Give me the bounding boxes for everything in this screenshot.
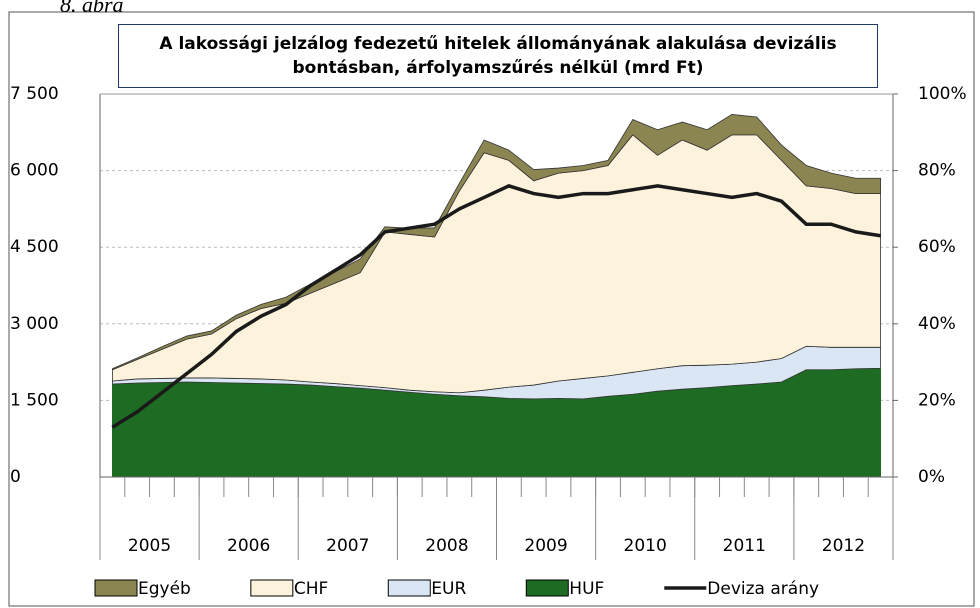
area	[111, 134, 882, 394]
legend-label: EUR	[431, 579, 466, 599]
frame	[8, 11, 975, 607]
x-tick-label: 2007	[326, 536, 369, 556]
y2-tick-label: 0%	[918, 467, 945, 487]
y2-tick-label: 100%	[918, 84, 967, 104]
line	[111, 184, 881, 429]
x-tick-label: 2012	[822, 536, 865, 556]
legend-label: HUF	[569, 579, 604, 599]
y2-tick-label: 80%	[918, 161, 956, 181]
y-tick-label: 6 000	[10, 161, 59, 181]
y2-tick-label: 40%	[918, 314, 956, 334]
legend-label: CHF	[294, 579, 328, 599]
y2-tick-label: 20%	[918, 390, 956, 410]
x-tick-label: 2008	[425, 536, 468, 556]
x-tick-label: 2006	[227, 536, 270, 556]
x-tick-label: 2011	[723, 536, 766, 556]
x-tick-label: 2009	[524, 536, 567, 556]
chart-title: A lakossági jelzálog fedezetű hitelek ál…	[118, 24, 878, 88]
legend-label: Egyéb	[138, 579, 191, 599]
legend-swatch	[525, 579, 569, 597]
x-tick-label: 2005	[128, 536, 171, 556]
y-tick-label: 4 500	[10, 237, 59, 257]
y-tick-label: 0	[10, 467, 21, 487]
legend-swatch	[94, 579, 138, 597]
y2-tick-label: 60%	[918, 237, 956, 257]
y-tick-label: 7 500	[10, 84, 59, 104]
y-tick-label: 3 000	[10, 314, 59, 334]
legend-swatch	[250, 579, 294, 597]
figure-label: 8. ábra	[60, 0, 124, 17]
y-tick-label: 1 500	[10, 390, 59, 410]
x-tick-label: 2010	[624, 536, 667, 556]
legend-swatch	[387, 579, 431, 597]
legend-label: Deviza arány	[707, 579, 819, 599]
